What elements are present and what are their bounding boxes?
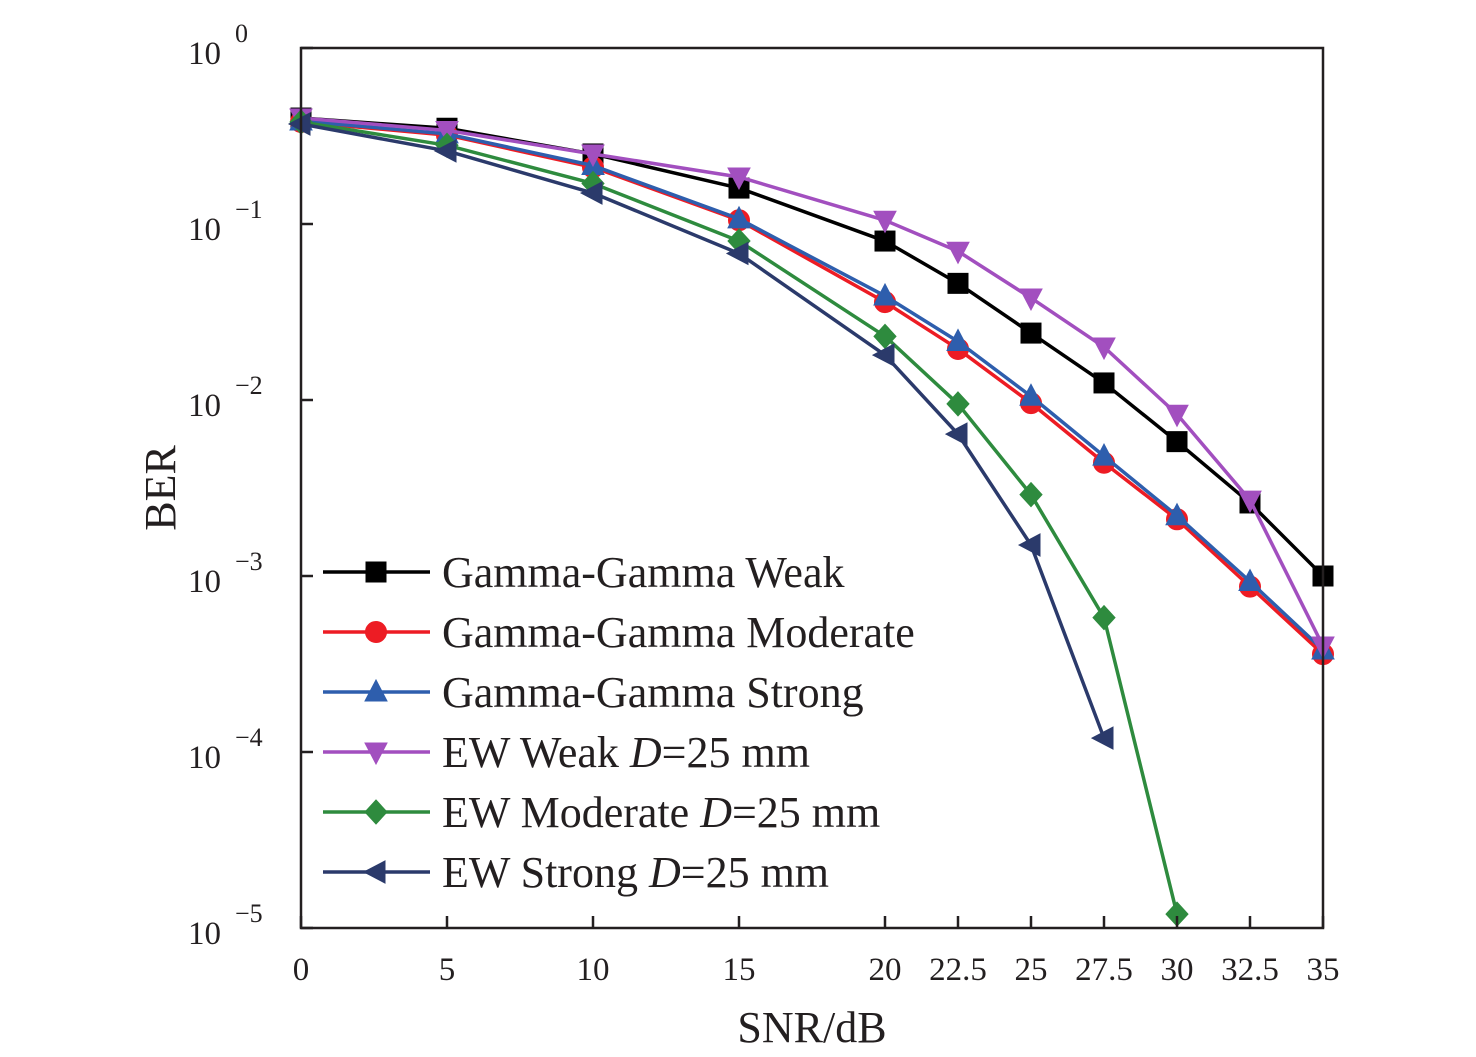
- data-point: [1166, 431, 1188, 453]
- data-point: [1019, 481, 1043, 508]
- data-point: [1165, 502, 1189, 526]
- data-point: [946, 391, 970, 417]
- legend-marker: [364, 742, 388, 766]
- data-point: [1017, 533, 1041, 557]
- y-tick-label: 10 0: [188, 19, 248, 72]
- data-point: [1090, 726, 1114, 750]
- x-tick-label: 25: [1015, 952, 1048, 988]
- y-tick-base: 10: [188, 740, 221, 776]
- data-point: [873, 210, 897, 234]
- data-point: [944, 422, 968, 446]
- data-point: [1019, 383, 1043, 406]
- legend-marker: [365, 621, 387, 643]
- y-tick-label: 10 −3: [188, 547, 263, 600]
- plot-frame: [299, 46, 1325, 930]
- legend-item: Gamma-Gamma Moderate: [323, 608, 915, 657]
- legend-marker: [365, 561, 387, 583]
- data-point: [1092, 337, 1116, 361]
- series-6: [287, 112, 1114, 750]
- y-tick-label: 10 −5: [188, 899, 263, 952]
- x-tick-label: 30: [1161, 952, 1194, 988]
- y-tick-base: 10: [188, 212, 221, 248]
- legend-marker: [364, 678, 388, 702]
- y-tick-exponent: 0: [235, 19, 248, 48]
- data-point: [946, 241, 970, 265]
- x-tick-label: 32.5: [1221, 952, 1279, 988]
- x-tick-label: 35: [1307, 952, 1340, 988]
- legend: Gamma-Gamma Weak Gamma-Gamma Moderate Gamm…: [323, 548, 915, 897]
- data-point: [581, 144, 605, 168]
- y-tick-base: 10: [188, 36, 221, 72]
- legend-label: Gamma-Gamma Moderate: [442, 608, 915, 657]
- series-line: [300, 116, 1325, 578]
- data-point: [435, 120, 459, 144]
- legend-label: EW Strong D=25 mm: [442, 848, 829, 897]
- y-tick-base: 10: [188, 564, 221, 600]
- legend-label: Gamma-Gamma Strong: [442, 668, 864, 717]
- legend-item: EW Strong D=25 mm: [323, 848, 829, 897]
- y-tick-exponent: −1: [235, 195, 263, 224]
- y-tick-label: 10 −4: [188, 723, 263, 776]
- data-point: [1019, 288, 1043, 312]
- y-axis-title: BER: [136, 445, 185, 531]
- x-tick-label: 0: [293, 952, 310, 988]
- y-tick-exponent: −3: [235, 547, 263, 576]
- data-point: [287, 112, 311, 136]
- legend-label: Gamma-Gamma Weak: [442, 548, 845, 597]
- data-point: [873, 282, 897, 306]
- series-layer: [287, 107, 1335, 927]
- legend-item: Gamma-Gamma Strong: [323, 668, 864, 717]
- data-point: [871, 343, 895, 367]
- legend-item: Gamma-Gamma Weak: [323, 548, 845, 597]
- data-point: [433, 139, 457, 163]
- x-tick-label: 15: [723, 952, 756, 988]
- x-axis-title: SNR/dB: [737, 1003, 886, 1052]
- legend-label: EW Moderate D=25 mm: [442, 788, 880, 837]
- y-tick-base: 10: [188, 388, 221, 424]
- series-4: [289, 108, 1335, 660]
- ticks-layer: 0 5 10 15 20 22.5 25 27.5 30 32.5 3510010−110−210−…: [188, 19, 1340, 988]
- data-point: [874, 230, 896, 252]
- x-tick-label: 5: [439, 952, 456, 988]
- x-tick-label: 10: [577, 952, 610, 988]
- data-point: [1092, 604, 1116, 631]
- legend-item: EW Weak D=25 mm: [323, 728, 810, 777]
- data-point: [727, 205, 751, 229]
- y-tick-base: 10: [188, 916, 221, 952]
- data-point: [1093, 372, 1115, 394]
- legend-item: EW Moderate D=25 mm: [323, 788, 880, 837]
- data-point: [1165, 404, 1189, 428]
- y-tick-exponent: −5: [235, 899, 263, 928]
- data-point: [947, 272, 969, 294]
- y-tick-label: 10 −1: [188, 195, 263, 248]
- data-point: [1092, 443, 1116, 466]
- data-point: [1020, 322, 1042, 344]
- y-tick-label: 10 −2: [188, 371, 263, 424]
- x-tick-label: 20: [869, 952, 902, 988]
- x-tick-label: 27.5: [1075, 952, 1133, 988]
- series-line: [300, 122, 1106, 739]
- data-point: [727, 167, 751, 191]
- y-tick-exponent: −2: [235, 371, 263, 400]
- y-tick-exponent: −4: [235, 723, 263, 752]
- data-point: [579, 181, 603, 205]
- data-point: [725, 241, 749, 266]
- x-tick-label: 22.5: [929, 952, 987, 988]
- data-point: [946, 328, 970, 351]
- legend-marker: [362, 860, 386, 884]
- data-point: [1238, 568, 1262, 592]
- legend-label: EW Weak D=25 mm: [442, 728, 810, 777]
- legend-marker: [364, 799, 388, 825]
- data-point: [1238, 490, 1262, 514]
